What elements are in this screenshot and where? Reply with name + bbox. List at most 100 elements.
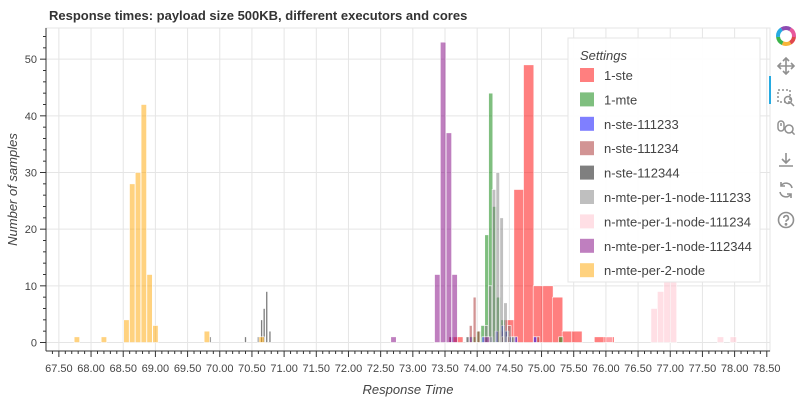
bar-n-ste-111234 bbox=[468, 325, 473, 343]
legend-swatch-n-mte-per-2-node bbox=[580, 263, 594, 278]
bar-1-ste bbox=[532, 285, 544, 343]
bar-n-mte-per-1-node-112344 bbox=[440, 41, 447, 343]
box-zoom-icon[interactable] bbox=[776, 88, 796, 108]
bar-n-mte-per-1-node-111233 bbox=[499, 217, 504, 343]
bar-n-mte-per-1-node-111233 bbox=[503, 302, 508, 343]
x-tick-label: 78.50 bbox=[753, 363, 781, 375]
x-tick-label: 78.00 bbox=[721, 363, 749, 375]
legend-swatch-n-ste-111233 bbox=[580, 116, 594, 131]
legend-label-1-ste: 1-ste bbox=[604, 68, 633, 83]
x-tick-label: 74.50 bbox=[496, 363, 524, 375]
x-tick-label: 75.50 bbox=[560, 363, 588, 375]
bar-n-mte-per-1-node-112344 bbox=[390, 336, 397, 343]
legend-label-n-ste-111234: n-ste-111234 bbox=[604, 141, 679, 156]
bar-n-mte-per-1-node-111233 bbox=[511, 336, 516, 343]
bokeh-logo-icon[interactable] bbox=[776, 26, 796, 46]
bar-n-mte-per-2-node bbox=[203, 330, 210, 343]
legend-label-n-mte-per-2-node: n-mte-per-2-node bbox=[604, 263, 705, 278]
bar-n-ste-111234 bbox=[472, 296, 477, 343]
bar-n-ste-112344 bbox=[244, 336, 247, 343]
bar-1-ste bbox=[561, 330, 573, 343]
bar-n-mte-per-1-node-112344 bbox=[483, 336, 490, 343]
chart-title: Response times: payload size 500KB, diff… bbox=[49, 8, 467, 23]
save-icon[interactable] bbox=[776, 150, 796, 170]
pan-icon[interactable] bbox=[776, 56, 796, 76]
bar-n-mte-per-1-node-111233 bbox=[491, 189, 496, 343]
bar-n-mte-per-1-node-111234 bbox=[650, 308, 658, 343]
y-tick-label: 30 bbox=[25, 168, 37, 180]
legend-label-n-ste-112344: n-ste-112344 bbox=[604, 166, 680, 181]
x-tick-label: 73.50 bbox=[431, 363, 459, 375]
bar-n-mte-per-1-node-112344 bbox=[445, 132, 452, 343]
bar-1-ste bbox=[552, 296, 564, 343]
bar-n-ste-111233 bbox=[533, 336, 538, 343]
x-tick-label: 72.00 bbox=[335, 363, 363, 375]
bar-n-mte-per-1-node-111233 bbox=[465, 336, 470, 343]
x-tick-label: 75.00 bbox=[528, 363, 556, 375]
bar-1-ste bbox=[513, 189, 525, 343]
y-tick-label: 20 bbox=[25, 224, 37, 236]
bar-n-mte-per-2-node bbox=[123, 319, 130, 343]
bar-n-mte-per-2-node bbox=[100, 336, 107, 343]
bar-n-mte-per-1-node-111234 bbox=[669, 279, 677, 343]
bar-n-mte-per-1-node-111234 bbox=[663, 279, 671, 343]
bar-n-mte-per-1-node-112344 bbox=[451, 274, 458, 343]
y-tick-label: 40 bbox=[25, 111, 37, 123]
legend-swatch-1-mte bbox=[580, 92, 594, 107]
y-tick-label: 0 bbox=[31, 338, 37, 350]
bar-n-mte-per-2-node bbox=[258, 336, 265, 343]
bar-1-ste bbox=[542, 285, 554, 343]
bar-n-mte-per-1-node-111233 bbox=[507, 325, 512, 343]
bar-n-mte-per-2-node bbox=[73, 336, 80, 343]
legend-swatch-n-ste-112344 bbox=[580, 165, 594, 180]
bar-n-ste-112344 bbox=[265, 291, 269, 343]
legend-label-n-mte-per-1-node-112344: n-mte-per-1-node-112344 bbox=[604, 239, 752, 254]
x-tick-label: 76.00 bbox=[592, 363, 620, 375]
bar-n-mte-per-2-node bbox=[134, 172, 142, 343]
x-tick-label: 77.50 bbox=[689, 363, 717, 375]
legend-box bbox=[567, 37, 761, 283]
legend-label-n-mte-per-1-node-111234: n-mte-per-1-node-111234 bbox=[604, 214, 751, 229]
bar-n-ste-111234 bbox=[536, 336, 541, 343]
x-tick-label: 71.50 bbox=[303, 363, 331, 375]
wheel-zoom-icon[interactable] bbox=[776, 118, 796, 138]
x-tick-label: 76.50 bbox=[624, 363, 652, 375]
x-tick-label: 74.00 bbox=[463, 363, 491, 375]
bar-n-mte-per-1-node-111233 bbox=[495, 172, 500, 343]
bar-n-ste-111234 bbox=[476, 330, 481, 343]
legend-swatch-n-mte-per-1-node-111233 bbox=[580, 190, 594, 204]
bar-n-mte-per-2-node bbox=[140, 104, 147, 343]
x-tick-label: 70.50 bbox=[238, 363, 266, 375]
bar-1-ste bbox=[594, 336, 605, 343]
chart-toolbar bbox=[769, 24, 800, 244]
x-tick-label: 77.00 bbox=[656, 363, 684, 375]
bar-1-ste bbox=[523, 64, 535, 343]
legend-label-n-ste-111233: n-ste-111233 bbox=[604, 117, 679, 132]
bar-n-mte-per-1-node-112344 bbox=[434, 274, 441, 343]
bar-n-mte-per-1-node-111234 bbox=[657, 291, 665, 343]
x-tick-label: 70.00 bbox=[206, 363, 234, 375]
bar-n-ste-112344 bbox=[268, 330, 272, 343]
bar-n-mte-per-1-node-111233 bbox=[487, 285, 493, 343]
help-icon[interactable] bbox=[776, 210, 796, 230]
bar-1-mte bbox=[558, 336, 564, 343]
x-axis-label: Response Time bbox=[363, 382, 454, 397]
y-axis-label: Number of samples bbox=[5, 133, 20, 246]
legend-swatch-n-mte-per-1-node-111234 bbox=[580, 214, 594, 229]
legend-label-1-mte: 1-mte bbox=[604, 92, 637, 107]
x-tick-label: 68.50 bbox=[109, 363, 137, 375]
x-tick-label: 69.00 bbox=[142, 363, 170, 375]
x-tick-label: 73.00 bbox=[399, 363, 427, 375]
bar-n-mte-per-1-node-111234 bbox=[729, 336, 737, 343]
reset-icon[interactable] bbox=[776, 180, 796, 200]
x-tick-label: 69.50 bbox=[174, 363, 202, 375]
bar-n-mte-per-2-node bbox=[129, 183, 136, 343]
x-tick-label: 68.00 bbox=[77, 363, 105, 375]
legend-swatch-1-ste bbox=[580, 68, 594, 82]
legend-swatch-n-mte-per-1-node-112344 bbox=[580, 238, 594, 253]
bar-n-mte-per-2-node bbox=[146, 274, 153, 343]
legend-label-n-mte-per-1-node-111233: n-mte-per-1-node-111233 bbox=[604, 190, 751, 205]
x-tick-label: 72.50 bbox=[367, 363, 395, 375]
